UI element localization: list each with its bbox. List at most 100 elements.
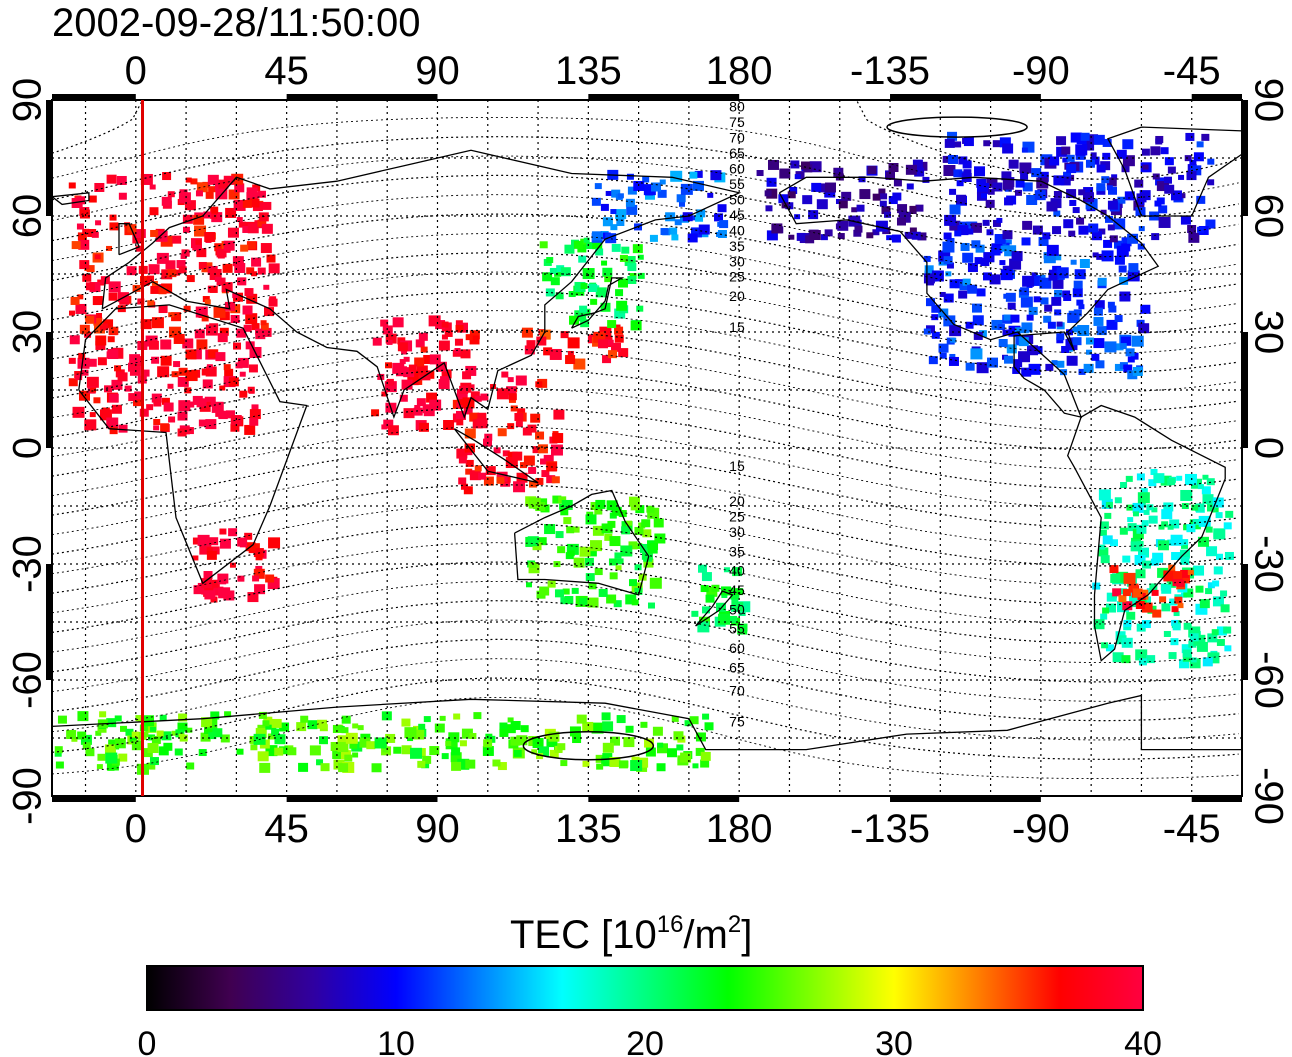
tec-cell	[1014, 189, 1022, 196]
tec-cell	[219, 538, 231, 549]
tec-cell	[516, 472, 528, 483]
tec-cell	[942, 241, 955, 253]
lon-tick-label: -90	[1012, 49, 1070, 93]
tec-cell	[678, 201, 685, 207]
tec-cell	[251, 404, 259, 411]
tec-cell	[976, 362, 989, 374]
tec-cell	[1112, 652, 1124, 663]
tec-cell	[1151, 507, 1158, 513]
tec-cell	[455, 324, 464, 332]
tec-cell	[1100, 613, 1108, 620]
tec-cell	[1122, 155, 1135, 167]
tec-cell	[220, 734, 230, 743]
tec-cell	[584, 557, 594, 566]
tec-cell	[1199, 599, 1210, 609]
tec-cell	[1099, 521, 1109, 530]
tec-cell	[161, 283, 173, 294]
tec-cell	[885, 171, 895, 180]
tec-cell	[637, 272, 645, 279]
tec-cell	[78, 390, 90, 401]
tec-cell	[618, 510, 627, 518]
tec-cell	[132, 284, 141, 292]
tec-cell	[1051, 360, 1058, 366]
tec-cell	[131, 740, 143, 751]
tec-cell	[107, 336, 115, 343]
tec-cell	[337, 742, 349, 753]
tec-cell	[401, 718, 411, 727]
tec-cell	[201, 315, 209, 322]
tec-cell	[526, 340, 536, 349]
tec-cell	[463, 406, 473, 415]
tec-cell	[177, 411, 188, 421]
tec-cell	[676, 194, 686, 203]
tec-cell	[1066, 154, 1075, 162]
tec-cell	[223, 364, 231, 371]
tec-cell	[614, 308, 626, 319]
lat-tick-label: 0	[6, 437, 50, 459]
tec-cell	[1000, 269, 1013, 281]
tec-cell	[551, 476, 560, 484]
tec-cell	[82, 273, 92, 282]
magnetic-contour	[52, 232, 1239, 316]
tec-cell	[1215, 512, 1223, 519]
tec-cell	[205, 191, 214, 199]
tec-cell	[1093, 134, 1105, 145]
tec-cell	[824, 187, 836, 198]
tec-cell	[505, 457, 518, 469]
tec-cell	[68, 378, 78, 387]
tec-cell	[99, 323, 108, 331]
tec-cell	[385, 733, 396, 743]
tec-cell	[458, 399, 466, 406]
tec-cell	[205, 324, 218, 336]
tec-cell	[1122, 601, 1133, 611]
tec-cell	[555, 531, 564, 539]
tec-cell	[168, 312, 175, 318]
tec-cell	[455, 410, 466, 420]
tec-cell	[732, 567, 743, 577]
tec-cell	[1082, 139, 1095, 151]
contour-label: 30	[729, 524, 745, 540]
tec-cell	[257, 267, 266, 275]
tec-cell	[77, 711, 89, 722]
tec-cell	[131, 731, 139, 738]
tec-cell	[653, 518, 664, 528]
tec-cell	[923, 273, 935, 284]
tec-cell	[210, 546, 220, 555]
frame-bar-left	[46, 332, 52, 448]
lat-tick-labels-left: 90 60 30 0 -30 -60 -90	[6, 78, 50, 825]
tec-cell	[1111, 174, 1118, 180]
tec-cell	[1105, 215, 1114, 223]
tec-cell	[1113, 218, 1126, 230]
tec-cell	[616, 715, 626, 724]
tec-cell	[710, 170, 722, 181]
tec-cell	[1078, 225, 1089, 235]
tec-cell	[126, 266, 137, 276]
tec-cell	[558, 496, 567, 504]
frame-bar-top	[286, 94, 438, 100]
tec-cell	[986, 177, 998, 188]
tec-cell	[198, 419, 207, 427]
tec-cell	[1005, 239, 1012, 245]
tec-cell	[248, 364, 258, 373]
tec-cell	[670, 170, 683, 182]
tec-cell	[950, 337, 957, 343]
tec-cell	[1114, 497, 1122, 504]
tec-cell	[557, 546, 566, 554]
coastline	[571, 277, 625, 329]
tec-cell	[517, 408, 526, 416]
tec-cell	[1164, 184, 1175, 194]
magnetic-contour	[52, 503, 1239, 586]
tec-cell	[1181, 542, 1189, 549]
tec-cell	[242, 305, 253, 315]
tec-cell	[233, 199, 246, 211]
frame-bar-bottom	[52, 796, 136, 802]
tec-cell	[1188, 232, 1200, 243]
tec-cell	[71, 241, 81, 250]
tec-cell	[185, 177, 192, 183]
tec-cell	[691, 610, 699, 617]
tec-cell	[1031, 272, 1038, 278]
tec-cell	[628, 496, 640, 507]
tec-cell	[643, 553, 653, 562]
tec-cell	[510, 405, 518, 412]
tec-cell	[410, 747, 423, 759]
